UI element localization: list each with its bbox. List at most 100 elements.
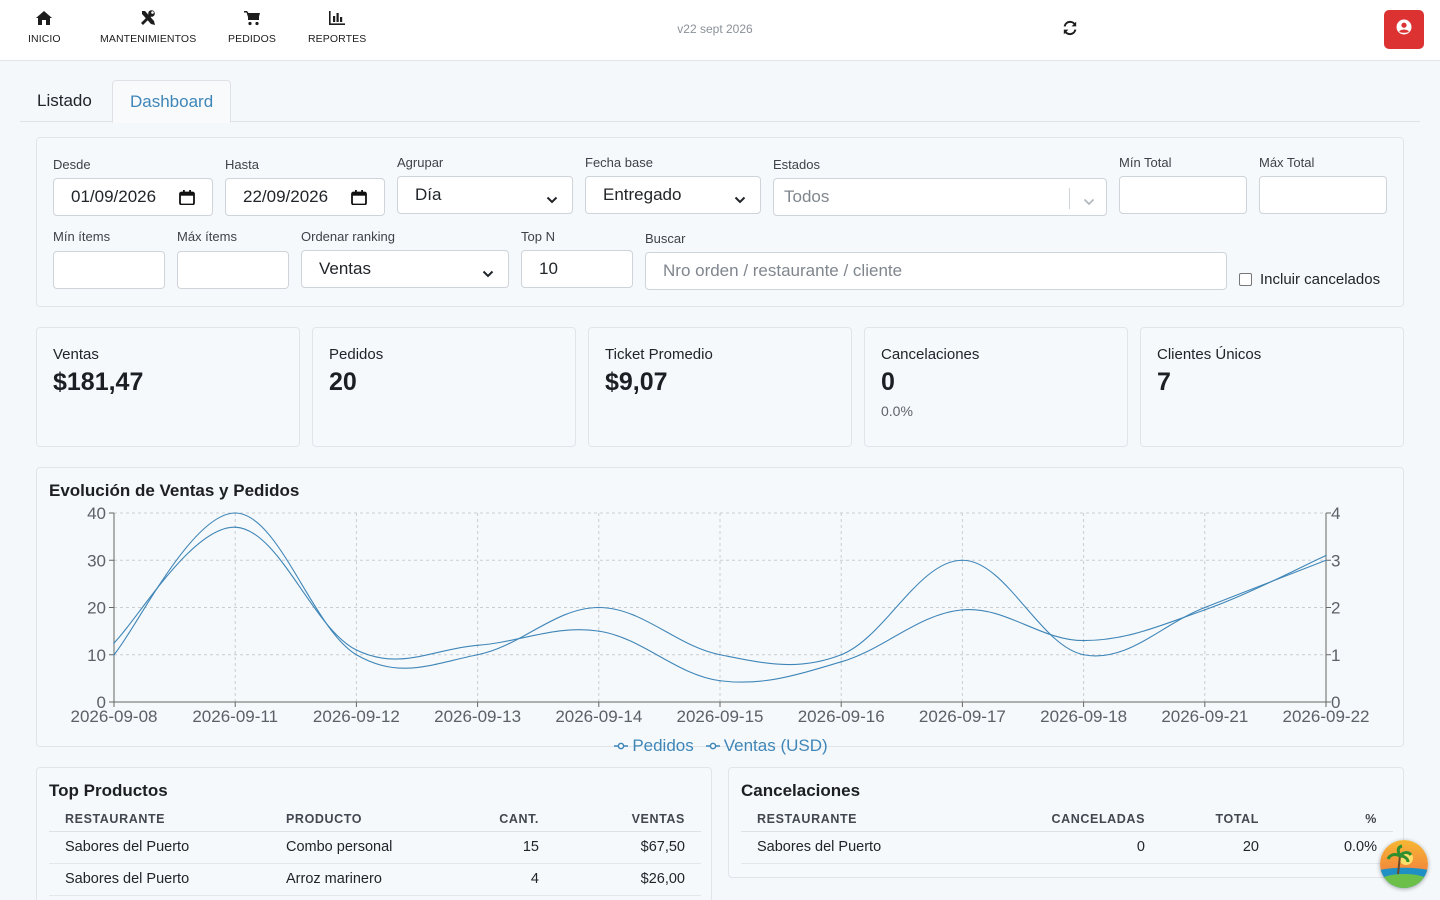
chart-legend: Pedidos Ventas (USD) [37, 736, 1405, 756]
user-circle-icon [1396, 19, 1412, 40]
nav-pedidos[interactable]: PEDIDOS [228, 8, 276, 45]
kpi-value: 7 [1157, 368, 1171, 396]
user-menu-button[interactable] [1384, 10, 1424, 49]
cell-ventas: $67,50 [555, 831, 701, 864]
max-items-label: Máx ítems [177, 229, 237, 244]
kpi-value: $9,07 [605, 368, 668, 396]
x-tick-label: 2026-09-15 [677, 707, 764, 726]
min-total-input[interactable] [1119, 176, 1247, 214]
agrupar-select[interactable]: Día [397, 176, 573, 214]
kpi-card-pedidos: Pedidos 20 [312, 327, 576, 447]
ordenar-value: Ventas [319, 259, 371, 278]
buscar-input[interactable]: Nro orden / restaurante / cliente [645, 252, 1227, 290]
legend-item-pedidos[interactable]: Pedidos [614, 736, 694, 756]
hasta-value: 22/09/2026 [243, 187, 329, 206]
table-row[interactable]: Sabores del Puerto 0 20 0.0% [741, 831, 1393, 864]
x-tick-label: 2026-09-14 [555, 707, 642, 726]
fecha-base-select[interactable]: Entregado [585, 176, 761, 214]
kpi-title: Clientes Únicos [1157, 346, 1262, 363]
kpi-value: $181,47 [53, 368, 144, 396]
top-productos-title: Top Productos [49, 781, 168, 800]
legend-line-marker-icon [705, 742, 720, 750]
cell-producto: Arroz marinero [270, 863, 460, 896]
column-header: CANT. [460, 808, 555, 832]
ordenar-select[interactable]: Ventas [301, 250, 509, 288]
hasta-date-input[interactable]: 22/09/2026 [225, 178, 385, 216]
y-tick-label-right: 1 [1331, 646, 1340, 665]
top-productos-table: RESTAURANTE PRODUCTO CANT. VENTAS Sabore… [49, 808, 701, 896]
cell-producto: Combo personal [270, 831, 460, 864]
series-line-pedidos [113, 512, 1327, 669]
incluir-cancelados-toggle[interactable]: Incluir cancelados [1239, 271, 1380, 288]
data-point [476, 644, 479, 647]
refresh-button[interactable] [1060, 20, 1080, 40]
cell-canceladas: 0 [1009, 831, 1161, 864]
nav-inicio[interactable]: INICIO [28, 8, 61, 45]
buscar-placeholder: Nro orden / restaurante / cliente [663, 261, 903, 280]
nav-label: INICIO [28, 33, 61, 45]
refresh-icon [1062, 20, 1078, 41]
cell-cantidad: 4 [460, 863, 555, 896]
column-header: VENTAS [555, 808, 701, 832]
topn-label: Top N [521, 229, 555, 244]
table-row[interactable]: Sabores del Puerto Combo personal 15 $67… [49, 831, 701, 864]
data-point [1325, 554, 1327, 557]
legend-item-ventas[interactable]: Ventas (USD) [705, 736, 828, 756]
hasta-label: Hasta [225, 157, 259, 172]
data-point [1204, 606, 1206, 609]
y-tick-label-left: 40 [87, 504, 106, 523]
nav-label: PEDIDOS [228, 33, 276, 45]
y-tick-label-right: 2 [1331, 599, 1340, 618]
max-total-label: Máx Total [1259, 155, 1315, 170]
nav-mantenimientos[interactable]: MANTENIMIENTOS [100, 8, 196, 45]
legend-label: Ventas (USD) [723, 736, 828, 755]
app-logo-button[interactable] [1380, 840, 1428, 888]
x-tick-label: 2026-09-22 [1283, 707, 1370, 726]
data-point [961, 559, 964, 562]
nav-label: MANTENIMIENTOS [100, 33, 197, 45]
cancelaciones-card: Cancelaciones RESTAURANTE CANCELADAS TOT… [728, 767, 1404, 878]
x-tick-label: 2026-09-12 [313, 707, 400, 726]
kpi-title: Pedidos [329, 346, 384, 363]
estados-multiselect[interactable]: Todos [773, 178, 1107, 216]
column-header: RESTAURANTE [741, 808, 1009, 832]
fecha-base-label: Fecha base [585, 155, 653, 170]
y-tick-label-left: 10 [87, 646, 106, 665]
table-row[interactable]: Sabores del Puerto Arroz marinero 4 $26,… [49, 863, 701, 896]
data-point [961, 609, 964, 611]
agrupar-value: Día [415, 185, 442, 204]
sales-orders-line-chart: 0 10 20 30 40 0 1 2 3 4 2026-09-08 2026-09-11 2026-0… [71, 504, 1370, 726]
data-point [355, 649, 358, 651]
sales-chart-card: Evolución de Ventas y Pedidos 0 10 20 30 40 0… [36, 467, 1404, 755]
cell-restaurante: Sabores del Puerto [741, 831, 1009, 864]
data-point [1325, 559, 1327, 562]
max-items-input[interactable] [177, 251, 289, 289]
column-header: RESTAURANTE [49, 808, 270, 832]
tab-dashboard[interactable]: Dashboard [112, 80, 232, 123]
home-icon [34, 8, 54, 28]
kpi-value: 20 [329, 368, 357, 396]
data-point [719, 653, 721, 656]
tab-listado[interactable]: Listado [37, 91, 92, 110]
chevron-down-icon [1083, 192, 1095, 206]
y-tick-label-right: 3 [1331, 551, 1340, 570]
max-total-input[interactable] [1259, 176, 1387, 214]
column-header: % [1275, 808, 1393, 832]
data-point [1082, 639, 1085, 642]
x-tick-label: 2026-09-13 [434, 707, 521, 726]
desde-date-input[interactable]: 01/09/2026 [53, 178, 213, 216]
column-header: CANCELADAS [1009, 808, 1161, 832]
fecha-base-value: Entregado [603, 185, 682, 204]
incluir-cancelados-checkbox[interactable] [1239, 273, 1252, 286]
cell-porcentaje: 0.0% [1275, 831, 1393, 864]
chart-title: Evolución de Ventas y Pedidos [49, 481, 300, 500]
chevron-down-icon [482, 264, 494, 278]
nav-reportes[interactable]: REPORTES [308, 8, 366, 45]
topn-input[interactable]: 10 [521, 250, 633, 288]
data-point [113, 653, 115, 656]
data-point [1082, 653, 1085, 656]
kpi-value: 0 [881, 368, 895, 396]
data-point [719, 679, 721, 682]
table-header-row: RESTAURANTE PRODUCTO CANT. VENTAS [49, 808, 701, 832]
min-items-input[interactable] [53, 251, 165, 289]
